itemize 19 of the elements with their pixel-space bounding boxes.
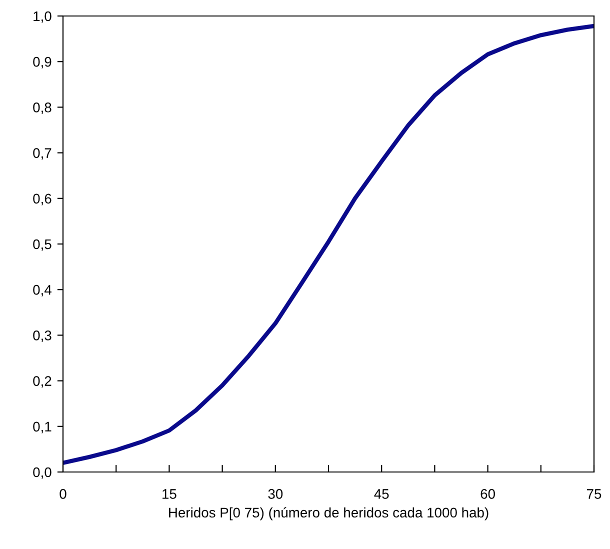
y-tick-label: 0,1: [33, 422, 52, 434]
y-tick-label: 0,8: [33, 102, 52, 114]
y-tick-label: 0,6: [33, 194, 52, 206]
x-tick-label: 60: [480, 489, 495, 499]
x-tick-label: 0: [60, 489, 66, 499]
y-tick-label: 1,0: [34, 11, 52, 23]
y-tick-label: 0,0: [33, 467, 52, 479]
y-tick-label: 0,5: [33, 239, 52, 251]
y-tick-label: 0,9: [33, 56, 52, 68]
y-tick-label: 0,7: [33, 148, 52, 160]
x-axis-title: Heridos P[0 75) (número de heridos cada 1000 hab): [169, 507, 488, 520]
line-series: [63, 24, 594, 465]
x-tick-label: 75: [586, 489, 602, 499]
x-tick-label: 45: [374, 489, 389, 499]
y-tick-label: 0,2: [33, 376, 52, 388]
y-tick-label: 0,3: [33, 330, 52, 342]
x-tick-label: 15: [162, 489, 176, 499]
y-tick-label: 0,4: [33, 284, 52, 296]
x-tick-label: 30: [268, 489, 283, 499]
